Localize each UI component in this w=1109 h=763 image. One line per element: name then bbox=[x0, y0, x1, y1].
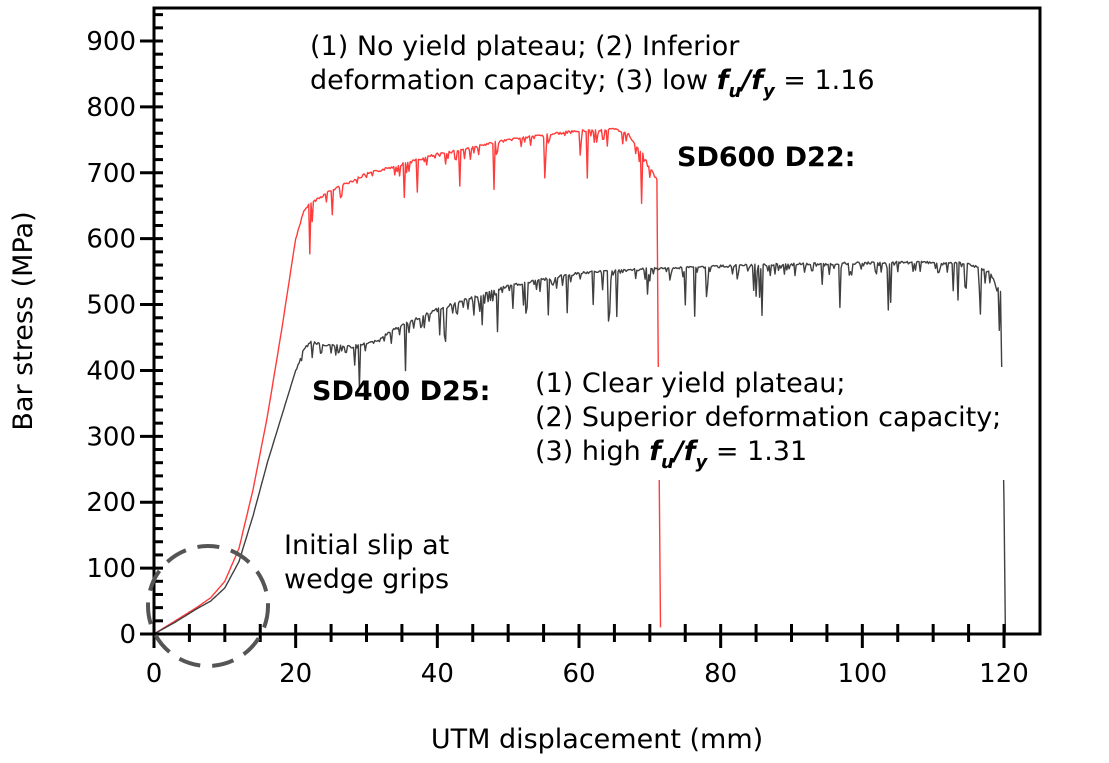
y-tick-label: 200 bbox=[86, 488, 136, 518]
y-tick-label: 100 bbox=[86, 554, 136, 584]
sd600-line1: (1) No yield plateau; (2) Inferior bbox=[310, 31, 740, 62]
fy-symbol: f bbox=[751, 65, 763, 96]
y-tick-label: 900 bbox=[86, 27, 136, 57]
curves-layer bbox=[153, 127, 1007, 635]
sd600-ratio-value: = 1.16 bbox=[783, 65, 875, 96]
initial-slip-circle bbox=[146, 544, 270, 668]
sd600-line2-text: deformation capacity; (3) low bbox=[310, 65, 717, 96]
fy-subscript-2: y bbox=[695, 452, 708, 473]
x-tick-label: 100 bbox=[838, 659, 888, 689]
fy-symbol-2: f bbox=[683, 436, 696, 467]
x-tick-label: 80 bbox=[704, 659, 737, 689]
slip-line2: wedge grips bbox=[284, 564, 450, 595]
sd400-line1: (1) Clear yield plateau; bbox=[535, 368, 846, 399]
y-tick-label: 0 bbox=[119, 620, 136, 650]
x-tick-label: 120 bbox=[979, 659, 1029, 689]
fu-symbol-2: f bbox=[649, 436, 662, 467]
y-axis-title: Bar stress (MPa) bbox=[8, 211, 39, 430]
sd400-description: (1) Clear yield plateau; (2) Superior de… bbox=[535, 367, 1006, 480]
ratio-slash: / bbox=[741, 65, 752, 96]
sd400-ratio-value: = 1.31 bbox=[715, 436, 808, 467]
sd600-description: (1) No yield plateau; (2) Inferior defor… bbox=[310, 30, 875, 109]
fu-subscript-2: u bbox=[661, 452, 674, 473]
y-tick-label: 500 bbox=[86, 291, 136, 321]
fy-subscript: y bbox=[762, 81, 775, 102]
initial-slip-note: Initial slip at wedge grips bbox=[284, 529, 449, 597]
sd600-line2: deformation capacity; (3) low fu/fy = 1.… bbox=[310, 64, 875, 109]
y-tick-label: 400 bbox=[86, 356, 136, 386]
x-axis-title: UTM displacement (mm) bbox=[431, 724, 763, 755]
x-tick-label: 0 bbox=[146, 659, 163, 689]
x-tick-label: 60 bbox=[562, 659, 595, 689]
sd400-line2: (2) Superior deformation capacity; bbox=[535, 402, 1002, 433]
sd600-label: SD600 D22: bbox=[677, 142, 856, 173]
plot-frame bbox=[152, 6, 1042, 636]
ratio-slash-2: / bbox=[673, 436, 684, 467]
y-tick-label: 300 bbox=[86, 422, 136, 452]
axes-layer: 0 20 40 60 80 100 120 0 100 200 300 400 500 600 700 800… bbox=[86, 13, 1029, 689]
x-tick-label: 20 bbox=[279, 659, 312, 689]
series-line-sd400-d25 bbox=[153, 260, 1007, 635]
sd400-line3-text: (3) high bbox=[535, 436, 650, 467]
y-tick-label: 800 bbox=[86, 93, 136, 123]
slip-line1: Initial slip at bbox=[284, 530, 450, 561]
series-line-sd600-d22 bbox=[153, 127, 662, 635]
fu-subscript: u bbox=[728, 81, 742, 102]
sd400-line3: (3) high fu/fy = 1.31 bbox=[535, 435, 1001, 480]
x-tick-label: 40 bbox=[421, 659, 454, 689]
y-tick-label: 700 bbox=[86, 159, 136, 189]
fu-symbol: f bbox=[716, 65, 729, 96]
sd400-label: SD400 D25: bbox=[312, 376, 491, 407]
y-tick-label: 600 bbox=[86, 225, 136, 255]
